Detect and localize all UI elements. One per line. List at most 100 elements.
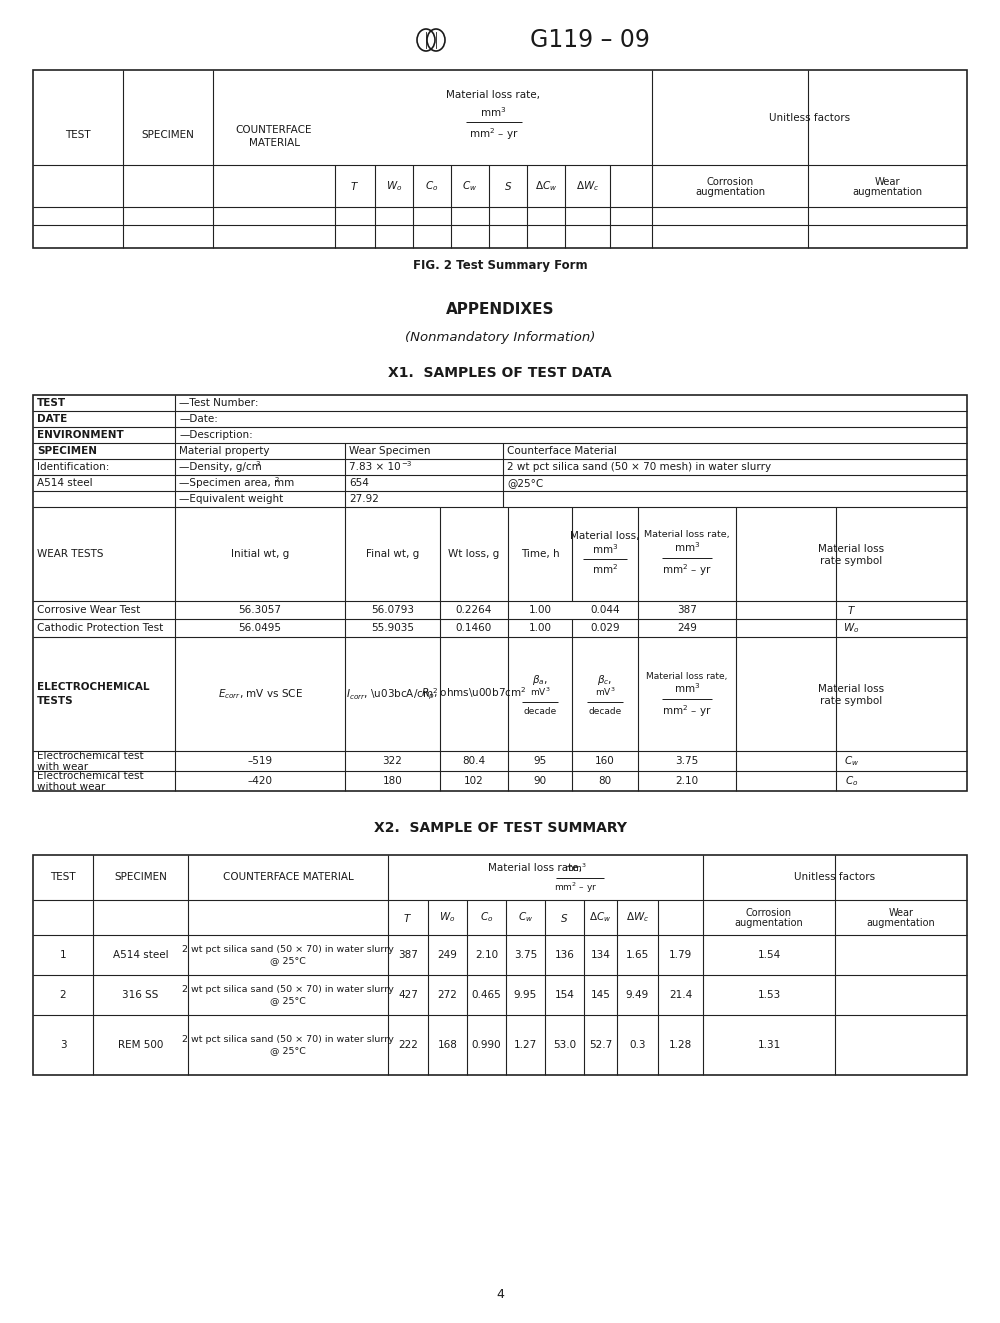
Text: SPECIMEN: SPECIMEN [142, 130, 194, 140]
Text: 1.00: 1.00 [528, 605, 552, 615]
Text: 0.044: 0.044 [590, 605, 620, 615]
Text: $C_w$: $C_w$ [518, 910, 533, 925]
Text: 249: 249 [438, 950, 457, 960]
Text: $\mathregular{mV^3}$: $\mathregular{mV^3}$ [530, 685, 550, 699]
Text: WEAR TESTS: WEAR TESTS [37, 549, 104, 560]
Text: 3.75: 3.75 [514, 950, 537, 960]
Text: −3: −3 [401, 460, 411, 467]
Text: 2: 2 [60, 990, 66, 1000]
Text: Material property: Material property [179, 446, 270, 456]
Text: @ 25°C: @ 25°C [270, 957, 306, 966]
Text: $C_o$: $C_o$ [480, 910, 493, 925]
Text: Counterface Material: Counterface Material [507, 446, 617, 456]
Text: Material loss,: Material loss, [570, 531, 640, 541]
Text: Initial wt, g: Initial wt, g [231, 549, 289, 560]
Text: G119 – 09: G119 – 09 [530, 28, 650, 52]
Text: augmentation: augmentation [867, 918, 935, 929]
Text: $\Delta W_c$: $\Delta W_c$ [626, 910, 649, 925]
Text: 56.0793: 56.0793 [371, 605, 414, 615]
Text: $\mathregular{mm^2}$: $\mathregular{mm^2}$ [592, 562, 618, 576]
Text: augmentation: augmentation [695, 187, 765, 197]
Text: —Equivalent weight: —Equivalent weight [179, 493, 283, 504]
Text: –519: –519 [247, 755, 273, 766]
Text: 4: 4 [496, 1289, 504, 1302]
Text: TEST: TEST [65, 130, 91, 140]
Text: $\mathregular{mm^2}$ – yr: $\mathregular{mm^2}$ – yr [662, 562, 712, 578]
Text: $\mathit{T}$: $\mathit{T}$ [847, 605, 856, 617]
Text: augmentation: augmentation [735, 918, 803, 929]
Text: Unitless factors: Unitless factors [769, 112, 850, 123]
Text: 168: 168 [438, 1040, 457, 1050]
Text: —Description:: —Description: [179, 430, 253, 441]
Text: $\mathregular{mm^2}$ – yr: $\mathregular{mm^2}$ – yr [554, 880, 597, 894]
Text: Material loss rate,: Material loss rate, [646, 672, 728, 680]
Text: A514 steel: A514 steel [113, 950, 168, 960]
Text: Material loss rate,: Material loss rate, [644, 529, 730, 538]
Text: 1.31: 1.31 [757, 1040, 781, 1050]
Text: 21.4: 21.4 [669, 990, 692, 1000]
Text: 2 wt pct silica sand (50 × 70) in water slurry: 2 wt pct silica sand (50 × 70) in water … [182, 1036, 394, 1044]
Text: FIG. 2 Test Summary Form: FIG. 2 Test Summary Form [413, 258, 587, 271]
Text: ENVIRONMENT: ENVIRONMENT [37, 430, 124, 441]
Text: $\Delta C_w$: $\Delta C_w$ [535, 179, 557, 193]
Text: with wear: with wear [37, 762, 88, 773]
Text: —Test Number:: —Test Number: [179, 398, 258, 407]
Text: $S$: $S$ [504, 180, 512, 192]
Text: 52.7: 52.7 [589, 1040, 612, 1050]
Text: $W_o$: $W_o$ [439, 910, 456, 925]
Text: SPECIMEN: SPECIMEN [37, 446, 97, 456]
Text: @ 25°C: @ 25°C [270, 1046, 306, 1056]
Text: 0.1460: 0.1460 [456, 623, 492, 632]
Text: A514 steel: A514 steel [37, 478, 93, 488]
Text: Material loss rate,: Material loss rate, [488, 863, 582, 872]
Text: ELECTROCHEMICAL: ELECTROCHEMICAL [37, 681, 150, 692]
Text: Electrochemical test: Electrochemical test [37, 751, 144, 761]
Text: 316 SS: 316 SS [122, 990, 159, 1000]
Text: (Nonmandatory Information): (Nonmandatory Information) [405, 332, 595, 344]
Text: $W_o$: $W_o$ [843, 620, 860, 635]
Text: Unitless factors: Unitless factors [794, 872, 876, 882]
Text: 387: 387 [677, 605, 697, 615]
Text: $\beta_c$,: $\beta_c$, [597, 673, 613, 687]
Text: Corrosion: Corrosion [746, 908, 792, 917]
Text: 1: 1 [60, 950, 66, 960]
Bar [33, 396, 967, 791]
Text: Corrosive Wear Test: Corrosive Wear Test [37, 605, 140, 615]
Text: 654: 654 [349, 478, 369, 488]
Text: 1.54: 1.54 [757, 950, 781, 960]
Text: $\mathregular{mm^3}$: $\mathregular{mm^3}$ [564, 861, 587, 873]
Bar [33, 855, 967, 1076]
Text: 160: 160 [595, 755, 615, 766]
Text: $\mathregular{mm^2}$ – yr: $\mathregular{mm^2}$ – yr [662, 703, 712, 718]
Text: Material loss rate,: Material loss rate, [446, 90, 540, 101]
Text: @25°C: @25°C [507, 478, 543, 488]
Text: Time, h: Time, h [521, 549, 559, 560]
Text: $\mathregular{mm^3}$: $\mathregular{mm^3}$ [674, 540, 700, 554]
Text: $E_{corr}$, mV vs SCE: $E_{corr}$, mV vs SCE [218, 687, 302, 701]
Text: $C_o$: $C_o$ [845, 774, 858, 789]
Text: 272: 272 [438, 990, 457, 1000]
Text: 9.95: 9.95 [514, 990, 537, 1000]
Text: Final wt, g: Final wt, g [366, 549, 419, 560]
Text: —Density, g/cm: —Density, g/cm [179, 462, 262, 472]
Text: without wear: without wear [37, 782, 105, 792]
Text: $\mathregular{mm^3}$: $\mathregular{mm^3}$ [592, 542, 618, 556]
Text: 2 wt pct silica sand (50 × 70) in water slurry: 2 wt pct silica sand (50 × 70) in water … [182, 986, 394, 995]
Text: 0.029: 0.029 [590, 623, 620, 632]
Text: 80: 80 [598, 777, 612, 786]
Text: 154: 154 [555, 990, 574, 1000]
Text: –420: –420 [248, 777, 272, 786]
Text: 0.990: 0.990 [472, 1040, 501, 1050]
Text: $I_{corr}$, \u03bcA/cm$^2$: $I_{corr}$, \u03bcA/cm$^2$ [346, 687, 439, 701]
Text: 1.27: 1.27 [514, 1040, 537, 1050]
Text: APPENDIXES: APPENDIXES [446, 303, 554, 318]
Text: $\mathregular{mm^3}$: $\mathregular{mm^3}$ [674, 681, 700, 695]
Text: $R_p$, ohms\u00b7cm$^2$: $R_p$, ohms\u00b7cm$^2$ [421, 685, 527, 703]
Text: TEST: TEST [50, 872, 76, 882]
Text: Cathodic Protection Test: Cathodic Protection Test [37, 623, 163, 632]
Text: Corrosion: Corrosion [706, 177, 754, 187]
Text: 387: 387 [398, 950, 418, 960]
Text: rate symbol: rate symbol [820, 696, 883, 706]
Text: 80.4: 80.4 [462, 755, 486, 766]
Text: 0.465: 0.465 [472, 990, 501, 1000]
